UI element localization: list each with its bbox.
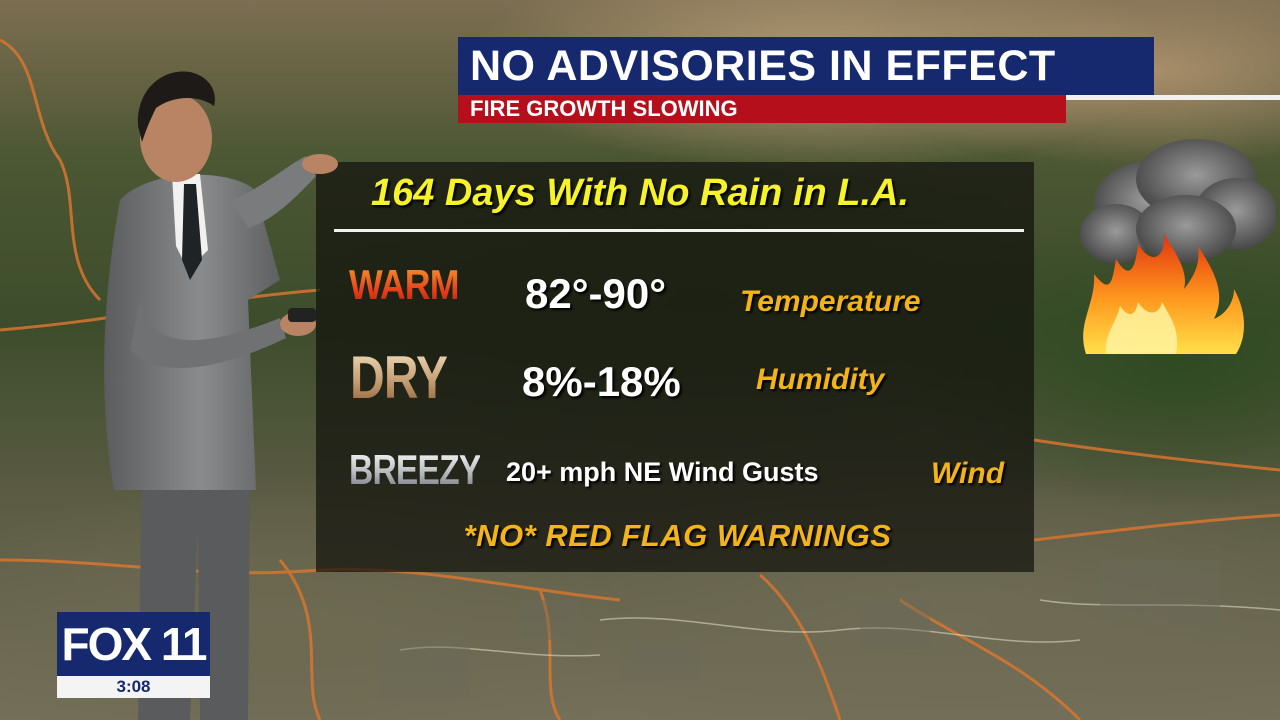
broadcast-clock: 3:08 [57,676,210,698]
row-label-warm: WARM [349,261,459,308]
headline-banner-title: NO ADVISORIES IN EFFECT [458,37,1154,95]
headline-banner-subtitle: FIRE GROWTH SLOWING [458,95,1066,123]
temperature-category: Temperature [740,285,921,318]
row-label-dry: DRY [350,344,448,411]
panel-headline: 164 Days With No Rain in L.A. [370,172,910,214]
wind-value: 20+ mph NE Wind Gusts [506,457,819,487]
station-logo-bug: FOX 11 3:08 [57,612,210,698]
banner-divider [1066,95,1280,100]
humidity-category: Humidity [756,363,885,396]
red-flag-warning-text: *NO* RED FLAG WARNINGS [463,518,892,553]
presenter-figure [104,71,338,720]
fire-smoke-icon [1080,139,1276,354]
wind-category: Wind [931,457,1005,490]
temperature-value: 82°-90° [525,270,667,317]
panel-divider [334,229,1024,232]
humidity-value: 8%-18% [522,358,681,405]
row-label-breezy: BREEZY [349,446,481,493]
fox11-logo: FOX 11 [57,612,210,676]
